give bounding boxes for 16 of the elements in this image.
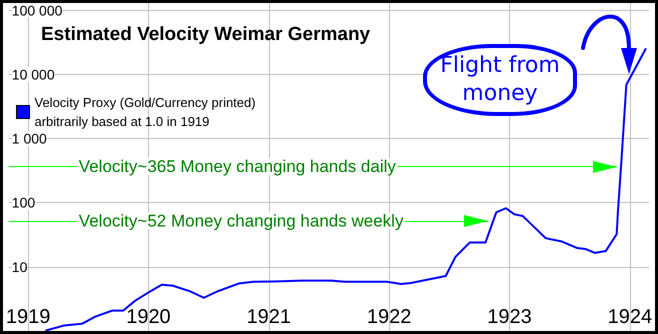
- x-tick-label: 1919: [6, 306, 50, 328]
- x-tick-label: 1922: [366, 306, 412, 328]
- legend-label: Velocity Proxy (Gold/Currency printed) arbitrarily based at 1.0 in 1919: [34, 95, 260, 129]
- x-tick-label: 1920: [126, 306, 171, 328]
- y-tick-label: 10: [12, 258, 28, 275]
- y-tick-label: 10 000: [12, 66, 55, 82]
- x-tick-label: 1924: [608, 306, 652, 328]
- text: Estimated Velocity Weimar Germany: [41, 24, 371, 45]
- y-tick-label: 100 000: [12, 2, 63, 18]
- ref-line-label: Velocity~52 Money changing hands weekly: [78, 211, 404, 230]
- ref-line-label: Velocity~365 Money changing hands daily: [78, 157, 396, 176]
- y-tick-label: 100: [12, 194, 36, 211]
- x-tick-label: 1921: [246, 306, 292, 328]
- y-tick-label: 1 000: [12, 130, 48, 147]
- speech-bubble: Flight from money: [423, 44, 577, 116]
- x-tick-label: 1923: [487, 306, 532, 328]
